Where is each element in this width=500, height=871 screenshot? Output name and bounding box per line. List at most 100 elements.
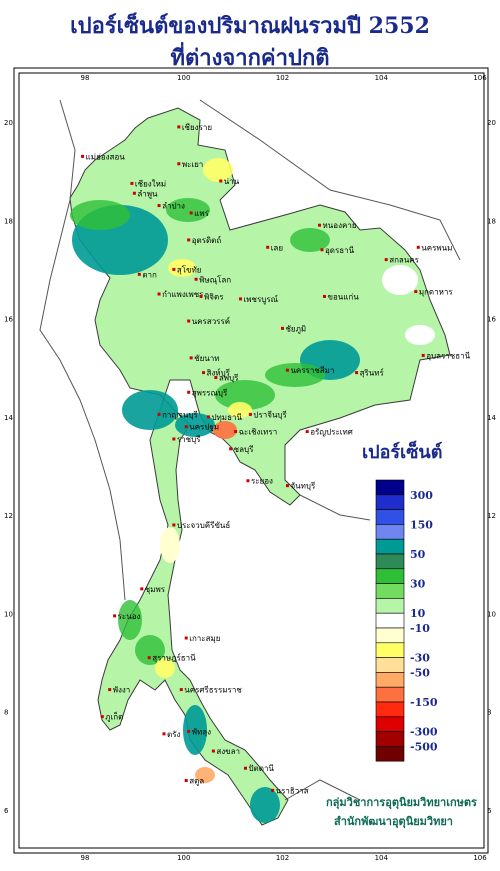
province-label: ภูเก็ต bbox=[105, 712, 123, 723]
legend-color-box bbox=[375, 686, 405, 703]
province-label: ประจวบคีรีขันธ์ bbox=[177, 520, 231, 530]
province-label: พัทลุง bbox=[192, 727, 211, 736]
legend-color-box bbox=[375, 583, 405, 599]
station-marker bbox=[187, 319, 191, 323]
station-marker bbox=[322, 294, 326, 298]
legend-title: เปอร์เซ็นต์ bbox=[362, 442, 443, 463]
station-marker bbox=[320, 248, 324, 252]
lat-tick-label: 14 bbox=[487, 414, 496, 422]
lon-tick-label: 104 bbox=[375, 854, 389, 862]
station-marker bbox=[318, 223, 322, 227]
province-label: ชุมพร bbox=[145, 585, 166, 594]
station-marker bbox=[266, 245, 270, 249]
station-marker bbox=[246, 479, 250, 483]
lon-tick-label: 98 bbox=[81, 74, 90, 82]
lat-tick-label: 6 bbox=[4, 807, 9, 815]
lat-tick-label: 8 bbox=[4, 709, 8, 717]
station-marker bbox=[229, 447, 233, 451]
province-label: ลำปาง bbox=[162, 202, 185, 211]
station-marker bbox=[130, 181, 134, 185]
lon-tick-label: 104 bbox=[375, 74, 389, 82]
lon-tick-label: 102 bbox=[276, 74, 289, 82]
province-label: เกาะสมุย bbox=[189, 634, 220, 643]
province-label: ฉะเชิงเทรา bbox=[239, 428, 278, 437]
legend-color-box bbox=[375, 568, 405, 584]
lon-tick-label: 106 bbox=[473, 854, 487, 862]
province-label: ปทุมธานี bbox=[211, 413, 242, 422]
station-marker bbox=[239, 297, 243, 301]
province-label: เชียงราย bbox=[182, 123, 212, 132]
station-marker bbox=[189, 356, 193, 360]
province-label: พะเยา bbox=[182, 160, 203, 169]
credit-line-2: สำนักพัฒนาอุตุนิยมวิทยา bbox=[334, 815, 453, 828]
province-label: ลพบุรี bbox=[219, 374, 239, 383]
lon-tick-label: 102 bbox=[276, 854, 289, 862]
legend-label: -30 bbox=[410, 652, 430, 665]
station-marker bbox=[113, 614, 117, 618]
province-label: ปัตตานี bbox=[248, 764, 274, 773]
lon-tick-label: 98 bbox=[81, 854, 90, 862]
lat-ticks-left: 6 8 10 12 14 16 18 20 bbox=[4, 119, 13, 815]
legend-label: -500 bbox=[410, 740, 438, 753]
station-marker bbox=[285, 484, 289, 488]
province-label: อุตรดิตถ์ bbox=[192, 235, 222, 245]
legend-labels: 300 150 50 30 10 -10 -30-50 -150 -300-500 bbox=[410, 489, 438, 754]
province-label: พิจิตร bbox=[204, 292, 224, 301]
lon-tick-label: 100 bbox=[177, 854, 190, 862]
station-marker bbox=[384, 258, 388, 262]
station-marker bbox=[234, 430, 238, 434]
legend-label: 150 bbox=[410, 518, 433, 531]
lon-ticks-bottom: 98 100 102 104 106 bbox=[81, 854, 488, 862]
province-label: สุพรรณบุรี bbox=[192, 388, 228, 397]
station-marker bbox=[281, 326, 284, 330]
province-label: เพชรบูรณ์ bbox=[244, 294, 279, 305]
station-marker bbox=[179, 688, 183, 692]
province-label: ขอนแก่น bbox=[327, 292, 359, 301]
province-label: สุราษฎร์ธานี bbox=[152, 653, 196, 663]
station-marker bbox=[162, 732, 166, 736]
legend-color-box bbox=[375, 524, 405, 540]
station-marker bbox=[305, 430, 309, 434]
lat-tick-label: 16 bbox=[487, 316, 496, 324]
lat-tick-label: 10 bbox=[4, 610, 13, 618]
station-marker bbox=[172, 437, 176, 441]
station-marker bbox=[157, 292, 161, 296]
legend-color-box bbox=[375, 672, 405, 688]
province-label: นครพนม bbox=[421, 243, 452, 252]
legend-color-box bbox=[375, 538, 405, 555]
station-marker bbox=[355, 371, 359, 375]
station-marker bbox=[172, 523, 176, 527]
lon-tick-label: 100 bbox=[177, 74, 190, 82]
province-label: นราธิวาส bbox=[276, 786, 309, 795]
legend-label: 300 bbox=[410, 489, 433, 502]
station-marker bbox=[416, 245, 420, 249]
province-label: นครศรีธรรมราช bbox=[184, 686, 242, 695]
province-label: ตรัง bbox=[167, 730, 180, 739]
province-label: น่าน bbox=[224, 177, 240, 186]
station-marker bbox=[211, 749, 215, 753]
province-label: ระยอง bbox=[251, 477, 273, 486]
province-label: อุบลราชธานี bbox=[426, 351, 470, 360]
legend-color-box bbox=[375, 612, 405, 629]
credit-line-1: กลุ่มวิชาการอุตุนิยมวิทยาเกษตร bbox=[326, 796, 477, 809]
legend-color-box bbox=[375, 494, 405, 510]
map-subtitle: ที่ต่างจากค่าปกติ bbox=[170, 45, 330, 71]
legend-color-box bbox=[375, 642, 405, 658]
station-marker bbox=[137, 272, 141, 276]
province-label: แพร่ bbox=[194, 209, 209, 218]
province-label: มุกดาหาร bbox=[419, 288, 454, 297]
province-label: นครสวรรค์ bbox=[192, 316, 230, 326]
legend-color-box bbox=[375, 731, 405, 747]
lon-ticks-top: 98 100 102 104 106 bbox=[81, 74, 488, 82]
lat-tick-label: 12 bbox=[4, 512, 13, 520]
province-label: ปราจีนบุรี bbox=[253, 410, 287, 419]
station-marker bbox=[202, 371, 205, 375]
station-marker bbox=[285, 368, 289, 372]
lat-tick-label: 10 bbox=[487, 610, 496, 618]
province-label: พังงา bbox=[113, 686, 131, 695]
neighbour-borders bbox=[39, 99, 461, 801]
map-title: เปอร์เซ็นต์ของปริมาณฝนรวมปี 2552 bbox=[70, 13, 430, 39]
lat-tick-label: 20 bbox=[487, 119, 496, 127]
lat-tick-label: 20 bbox=[4, 119, 13, 127]
